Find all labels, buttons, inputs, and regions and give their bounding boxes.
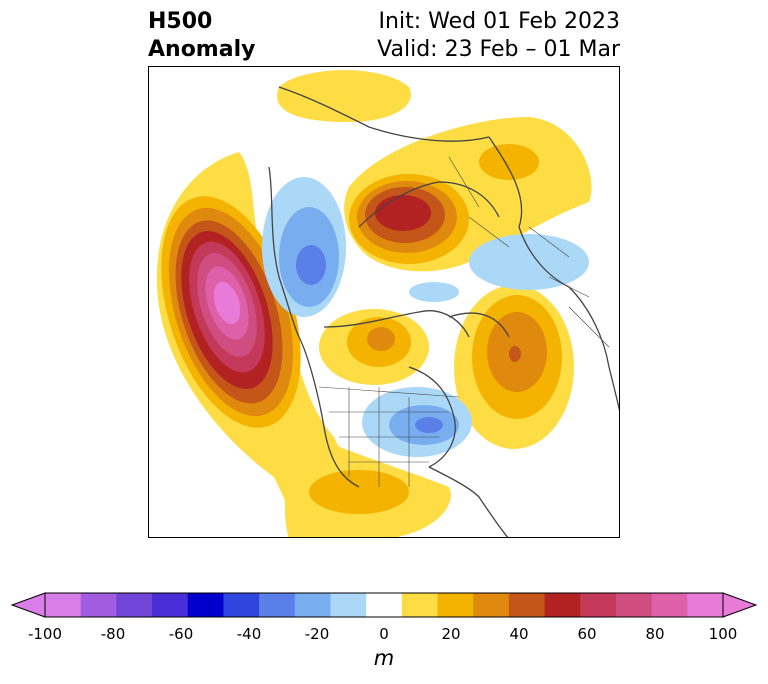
anomaly-eurasia-ridge <box>344 117 592 272</box>
colorbar-cell <box>152 593 189 617</box>
colorbar <box>10 590 758 620</box>
colorbar-cell <box>330 593 367 617</box>
map-dates: Init: Wed 01 Feb 2023 Valid: 23 Feb – 01… <box>377 8 620 64</box>
coastlines <box>268 86 619 537</box>
anomaly-hudson-ridge <box>319 309 429 385</box>
colorbar-cell <box>651 593 688 617</box>
colorbar-cell <box>223 593 260 617</box>
colorbar-cell <box>80 593 117 617</box>
colorbar-min-extend <box>10 592 46 618</box>
colorbar-tick: -40 <box>236 625 262 643</box>
anomaly-us-ridge <box>284 427 451 537</box>
colorbar-tick: -80 <box>100 625 126 643</box>
colorbar-unit: m <box>373 646 395 670</box>
title-variable: H500 <box>148 9 213 34</box>
anomaly-map <box>148 66 620 538</box>
colorbar-tick: 100 <box>708 625 738 643</box>
colorbar-cell <box>45 593 82 617</box>
colorbar-cells <box>10 592 758 618</box>
colorbar-tick: 40 <box>509 625 529 643</box>
colorbar-cell <box>580 593 617 617</box>
colorbar-tick: 20 <box>441 625 461 643</box>
colorbar-cell <box>687 593 724 617</box>
political-borders <box>318 156 610 487</box>
colorbar-cell <box>187 593 224 617</box>
colorbar-cell <box>437 593 474 617</box>
colorbar-cell <box>366 593 403 617</box>
title-field: Anomaly <box>148 37 256 62</box>
colorbar-cell <box>294 593 331 617</box>
colorbar-cell <box>615 593 653 617</box>
colorbar-tick: -20 <box>304 625 330 643</box>
colorbar-tick: -60 <box>168 625 194 643</box>
map-title: H500 Anomaly <box>148 8 255 64</box>
colorbar-cell <box>116 593 153 617</box>
colorbar-tick: -100 <box>27 625 63 643</box>
colorbar-svg <box>10 592 758 618</box>
map-canvas <box>156 70 619 537</box>
anomaly-east-trough <box>362 387 472 457</box>
anomaly-atlantic-ridge <box>454 285 574 449</box>
anomaly-europe-trough <box>409 234 589 302</box>
colorbar-tick: 80 <box>645 625 665 643</box>
colorbar-tick: 60 <box>577 625 597 643</box>
colorbar-cell <box>259 593 296 617</box>
colorbar-cell <box>508 593 546 617</box>
colorbar-cell <box>473 593 510 617</box>
valid-date: Valid: 23 Feb – 01 Mar <box>377 37 620 62</box>
colorbar-border <box>44 592 724 618</box>
colorbar-tick: 0 <box>379 625 389 643</box>
init-date: Init: Wed 01 Feb 2023 <box>378 9 620 34</box>
colorbar-max-extend <box>722 592 758 618</box>
colorbar-cell <box>544 593 581 617</box>
anomaly-canada-trough <box>262 177 346 317</box>
colorbar-cell <box>401 593 439 617</box>
anomaly-arctic-ridge <box>277 70 411 122</box>
